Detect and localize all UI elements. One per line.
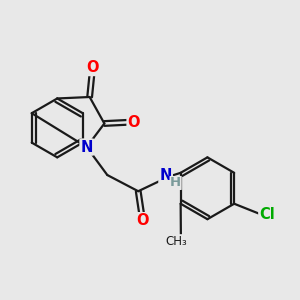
Text: CH₃: CH₃ <box>166 235 188 248</box>
Text: O: O <box>136 213 149 228</box>
Text: O: O <box>128 115 140 130</box>
Text: O: O <box>86 60 99 75</box>
Text: Cl: Cl <box>259 207 275 222</box>
Text: N: N <box>80 140 93 154</box>
Text: H: H <box>170 176 181 190</box>
Text: N: N <box>159 167 172 182</box>
